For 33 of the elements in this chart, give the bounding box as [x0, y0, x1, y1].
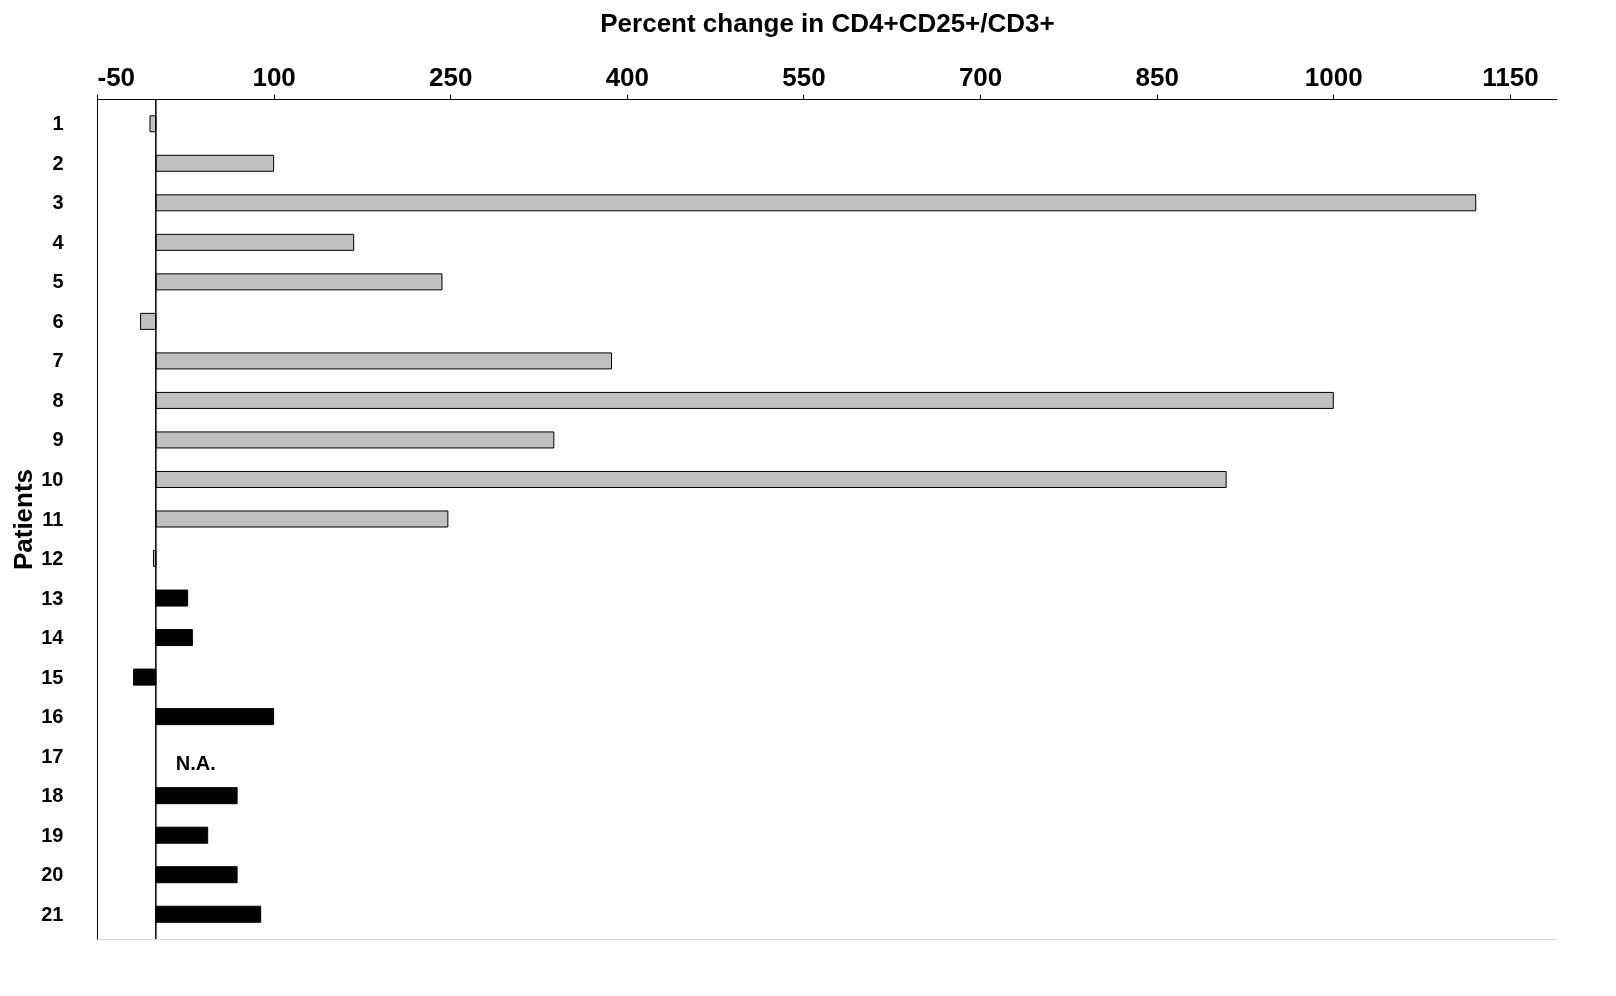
y-tick-label: 4 — [52, 230, 65, 253]
y-axis-title: Patients — [8, 468, 39, 571]
y-tick-label: 19 — [41, 823, 64, 846]
y-tick-label: 16 — [41, 705, 64, 728]
y-tick-label: 11 — [42, 507, 64, 530]
y-tick-label: 2 — [52, 151, 64, 174]
y-tick-label: 5 — [52, 270, 64, 293]
x-tick-label: 1150 — [1482, 61, 1539, 92]
x-axis-title: Percent change in CD4+CD25+/CD3+ — [600, 7, 1055, 38]
x-tick-label: 700 — [958, 61, 1003, 92]
y-tick-label: 15 — [41, 665, 64, 688]
x-tick-label: 400 — [605, 61, 650, 92]
y-tick-label: 20 — [41, 863, 64, 886]
y-tick-label: 14 — [41, 626, 65, 649]
y-tick-label: 12 — [41, 547, 64, 570]
y-tick-label: 21 — [41, 902, 64, 925]
x-tick-label: -50 — [97, 61, 136, 92]
x-tick-label: 1000 — [1304, 61, 1363, 92]
y-tick-label: 9 — [52, 428, 64, 451]
y-tick-label: 6 — [52, 309, 64, 332]
y-tick-label: 17 — [41, 744, 64, 767]
x-tick-label: 250 — [429, 61, 473, 92]
y-tick-label: 10 — [41, 467, 64, 490]
x-tick-label: 850 — [1135, 61, 1179, 92]
y-tick-label: 1 — [52, 112, 64, 135]
y-tick-label: 8 — [52, 388, 64, 411]
y-tick-label: 3 — [52, 191, 64, 214]
x-tick-label: 100 — [252, 61, 296, 92]
x-tick-label: 550 — [782, 61, 826, 92]
y-tick-label: 18 — [41, 784, 64, 807]
y-tick-label: 13 — [41, 586, 64, 609]
y-tick-label: 7 — [52, 349, 64, 372]
annotation: N.A. — [175, 752, 216, 775]
